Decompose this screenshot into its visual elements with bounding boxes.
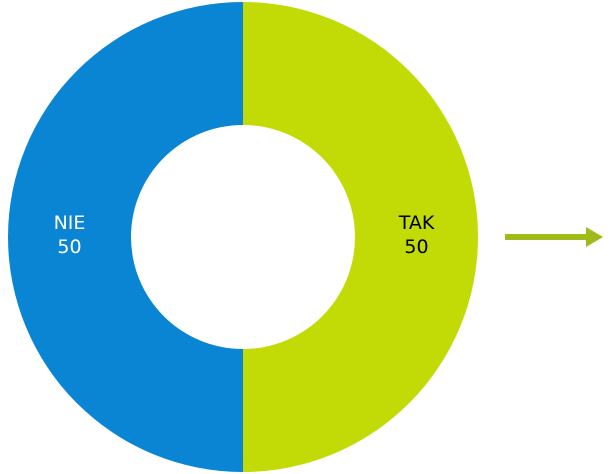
slice-label-nie: NIE 50 [54, 212, 86, 258]
arrow-right-icon [505, 227, 603, 247]
slice-nie [8, 2, 243, 472]
slice-value: 50 [404, 236, 428, 258]
slice-tak [243, 2, 478, 472]
slice-category: TAK [398, 212, 435, 234]
slice-label-tak: TAK 50 [398, 212, 435, 258]
donut-slices [8, 2, 478, 472]
slice-value: 50 [57, 236, 81, 258]
slice-category: NIE [54, 212, 86, 234]
